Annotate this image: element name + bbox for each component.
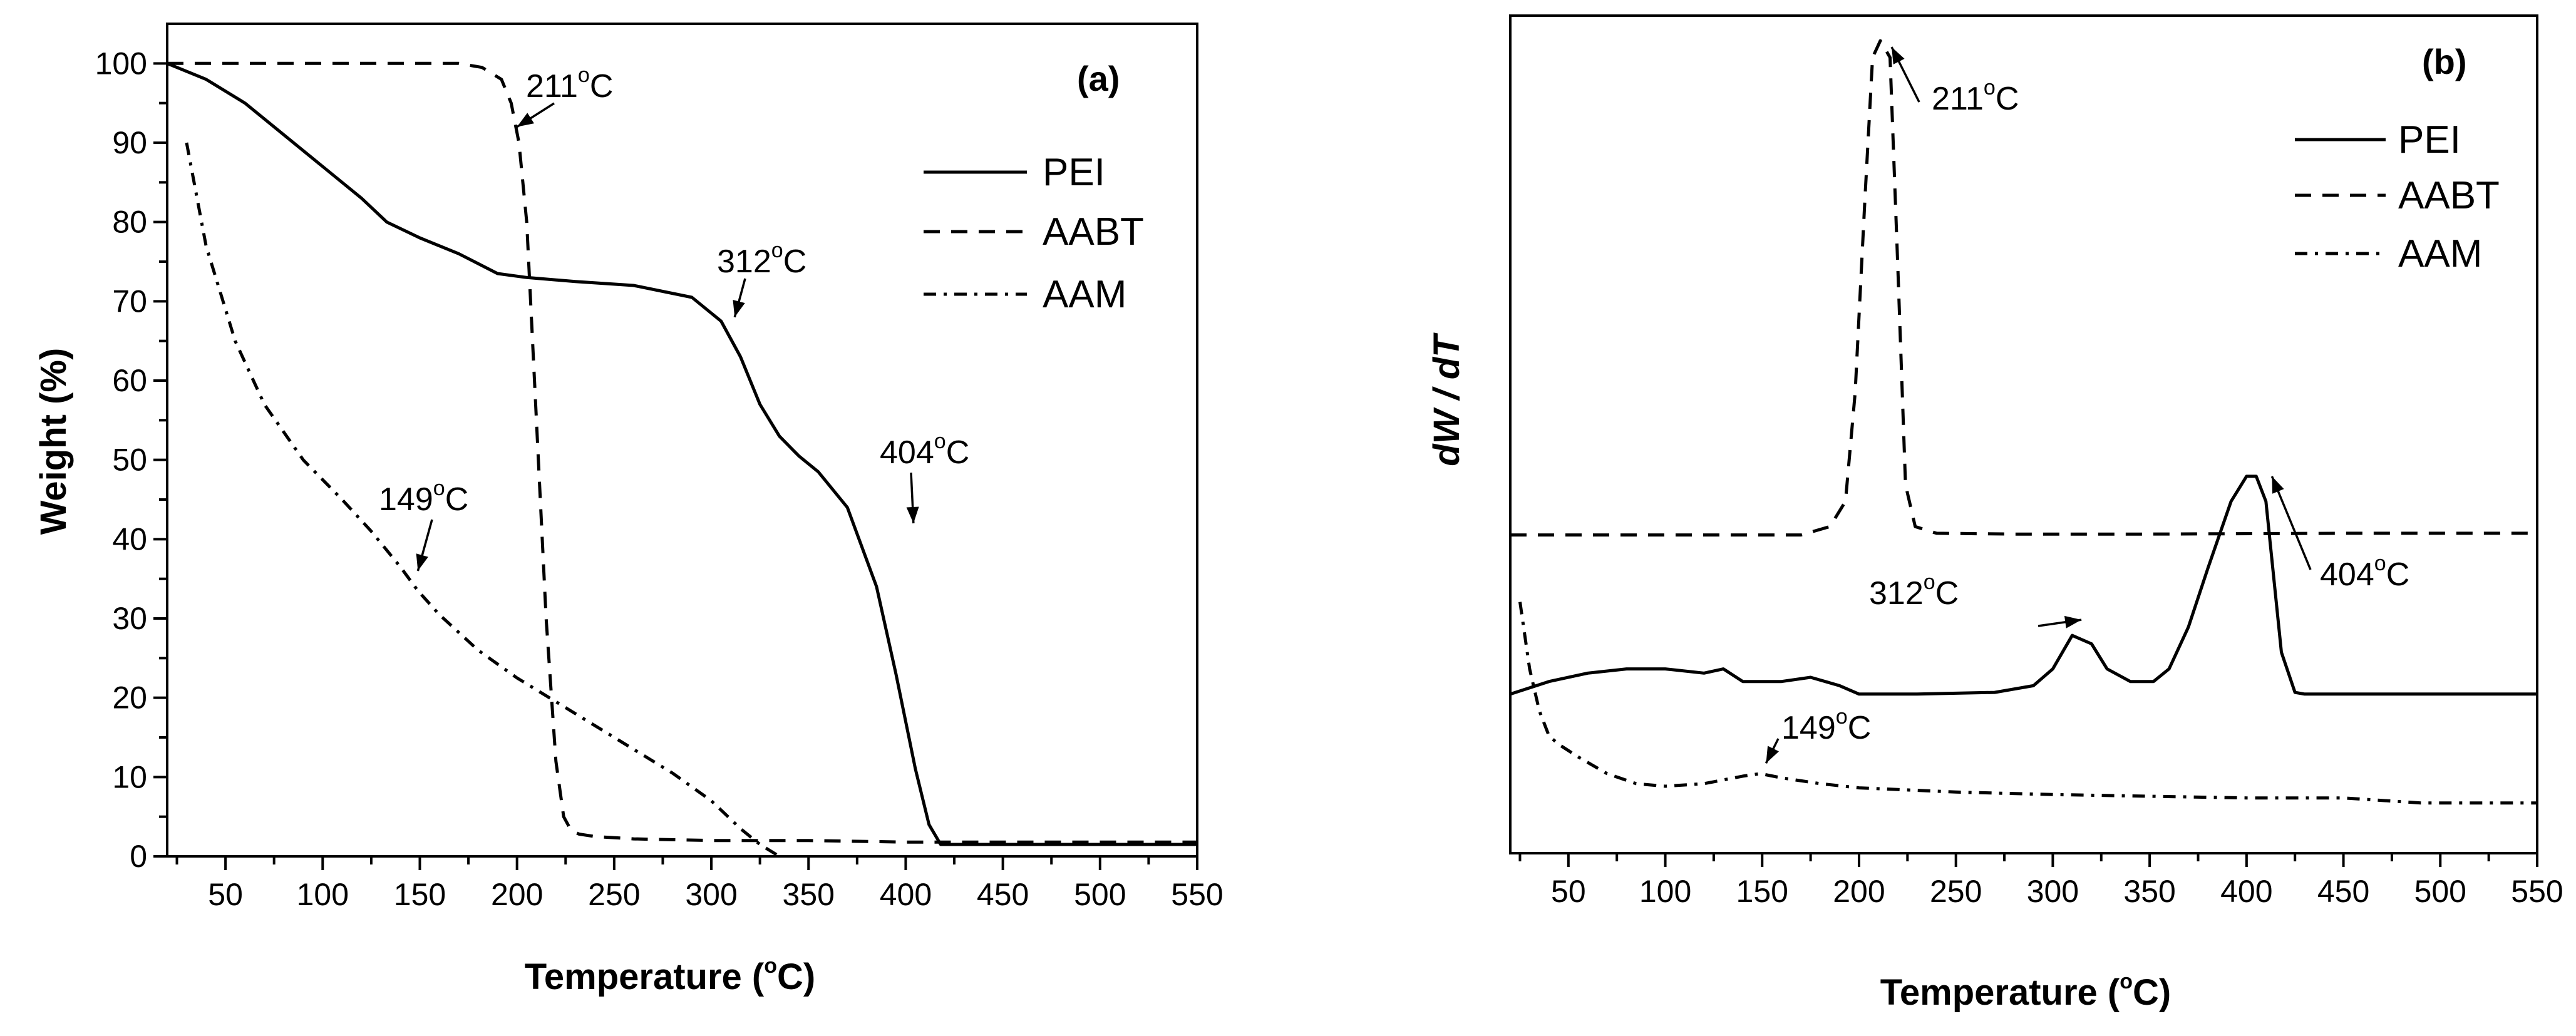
- panel-b-series: [1510, 39, 2537, 805]
- panel-a-tga-chart: 50 100 150 200 250 300 350 400 450 500 550 0 10 20 30 4…: [33, 23, 1224, 997]
- legend-b-aam-label: AAM: [2398, 232, 2482, 275]
- panel-a-label: (a): [1077, 59, 1120, 98]
- b-x-tick-label: 50: [1551, 874, 1586, 909]
- legend-a-aabt-label: AABT: [1043, 210, 1144, 254]
- a-y-tick-label: 90: [112, 125, 147, 160]
- panel-b-x-axis-title: Temperature (oC): [1880, 970, 2171, 1013]
- b-annotation-arrowhead: [1892, 47, 1905, 64]
- a-x-tick-label: 450: [977, 877, 1029, 912]
- panel-b-y-axis-title: dW / dT: [1426, 332, 1467, 466]
- a-annotation-211: 211oC: [526, 63, 613, 105]
- panel-b-legend: PEI AABT AAM: [2295, 118, 2500, 275]
- b-annotation-arrow: [2270, 476, 2312, 570]
- panel-b-plot-frame: [1509, 14, 2538, 854]
- a-y-tick-label: 100: [95, 46, 147, 81]
- panel-a-ticks: 50 100 150 200 250 300 350 400 450 500 550 0 10 20 30 4…: [95, 46, 1224, 912]
- panel-a-y-axis-title: Weight (%): [33, 348, 74, 535]
- b-annotation-arrowhead: [2272, 476, 2284, 494]
- a-series-aam: [185, 142, 781, 858]
- a-annotation-149: 149oC: [379, 476, 468, 518]
- a-x-tick-label: 250: [588, 877, 640, 912]
- panel-a-annotations: 211oC 312oC 404oC 149oC: [379, 63, 969, 572]
- a-annotation-arrowhead: [906, 506, 919, 523]
- b-series-pei: [1510, 474, 2537, 696]
- a-x-tick-label: 100: [297, 877, 349, 912]
- b-annotation-211: 211oC: [1932, 76, 2019, 117]
- b-x-tick-label: 200: [1833, 874, 1885, 909]
- a-annotation-arrowhead: [733, 299, 745, 317]
- legend-b-aabt-label: AABT: [2398, 174, 2500, 217]
- a-x-tick-label: 350: [783, 877, 835, 912]
- panel-b-label: (b): [2422, 42, 2467, 81]
- a-y-tick-label: 10: [112, 759, 147, 794]
- legend-a-aam-label: AAM: [1043, 273, 1126, 316]
- a-annotation-arrowhead: [416, 553, 428, 571]
- b-x-tick-label: 150: [1736, 874, 1788, 909]
- a-annotation-arrowhead: [517, 113, 534, 127]
- b-x-tick-label: 100: [1639, 874, 1691, 909]
- panel-a-series: [167, 61, 1197, 858]
- a-annotation-404: 404oC: [880, 429, 969, 471]
- panel-b-ticks: 50 100 150 200 250 300 350 400 450 500 550: [1518, 853, 2563, 909]
- a-y-tick-label: 40: [112, 521, 147, 556]
- a-x-tick-label: 50: [208, 877, 243, 912]
- panel-a-x-axis-title: Temperature (oC): [525, 954, 815, 997]
- a-annotation-312: 312oC: [717, 238, 806, 280]
- a-y-tick-label: 70: [112, 284, 147, 319]
- legend-b-pei-label: PEI: [2398, 118, 2461, 162]
- legend-a-pei-label: PEI: [1043, 151, 1105, 194]
- a-y-tick-label: 0: [130, 839, 147, 874]
- b-x-tick-label: 500: [2414, 874, 2466, 909]
- a-series-pei: [167, 61, 1197, 846]
- a-y-tick-label: 80: [112, 205, 147, 240]
- b-series-aabt: [1510, 39, 2537, 537]
- a-x-tick-label: 400: [880, 877, 932, 912]
- a-x-tick-label: 300: [685, 877, 737, 912]
- a-x-tick-label: 550: [1171, 877, 1223, 912]
- b-x-tick-label: 250: [1930, 874, 1982, 909]
- a-y-tick-label: 50: [112, 443, 147, 478]
- a-x-tick-label: 200: [491, 877, 543, 912]
- b-annotation-404: 404oC: [2320, 551, 2409, 593]
- b-annotation-312: 312oC: [1869, 570, 1959, 612]
- panel-a-legend: PEI AABT AAM: [924, 151, 1144, 316]
- a-y-tick-label: 60: [112, 363, 147, 398]
- b-annotation-149: 149oC: [1781, 705, 1871, 746]
- panel-a-plot-frame: [166, 23, 1198, 858]
- b-annotation-arrowhead: [2064, 615, 2082, 628]
- b-x-tick-label: 300: [2027, 874, 2079, 909]
- a-x-tick-label: 500: [1074, 877, 1126, 912]
- panel-b-annotations: 211oC 312oC 404oC 149oC: [1765, 46, 2409, 764]
- b-x-tick-label: 350: [2123, 874, 2175, 909]
- a-y-tick-label: 30: [112, 601, 147, 636]
- a-x-tick-label: 150: [394, 877, 446, 912]
- panel-b-dtg-chart: 50 100 150 200 250 300 350 400 450 500 550 211oC 31…: [1426, 14, 2563, 1013]
- b-series-aam: [1518, 602, 2537, 805]
- b-x-tick-label: 550: [2511, 874, 2563, 909]
- b-annotation-arrowhead: [1766, 746, 1780, 764]
- a-y-tick-label: 20: [112, 680, 147, 715]
- b-x-tick-label: 450: [2317, 874, 2369, 909]
- b-x-tick-label: 400: [2220, 874, 2272, 909]
- a-series-aabt: [167, 61, 1197, 844]
